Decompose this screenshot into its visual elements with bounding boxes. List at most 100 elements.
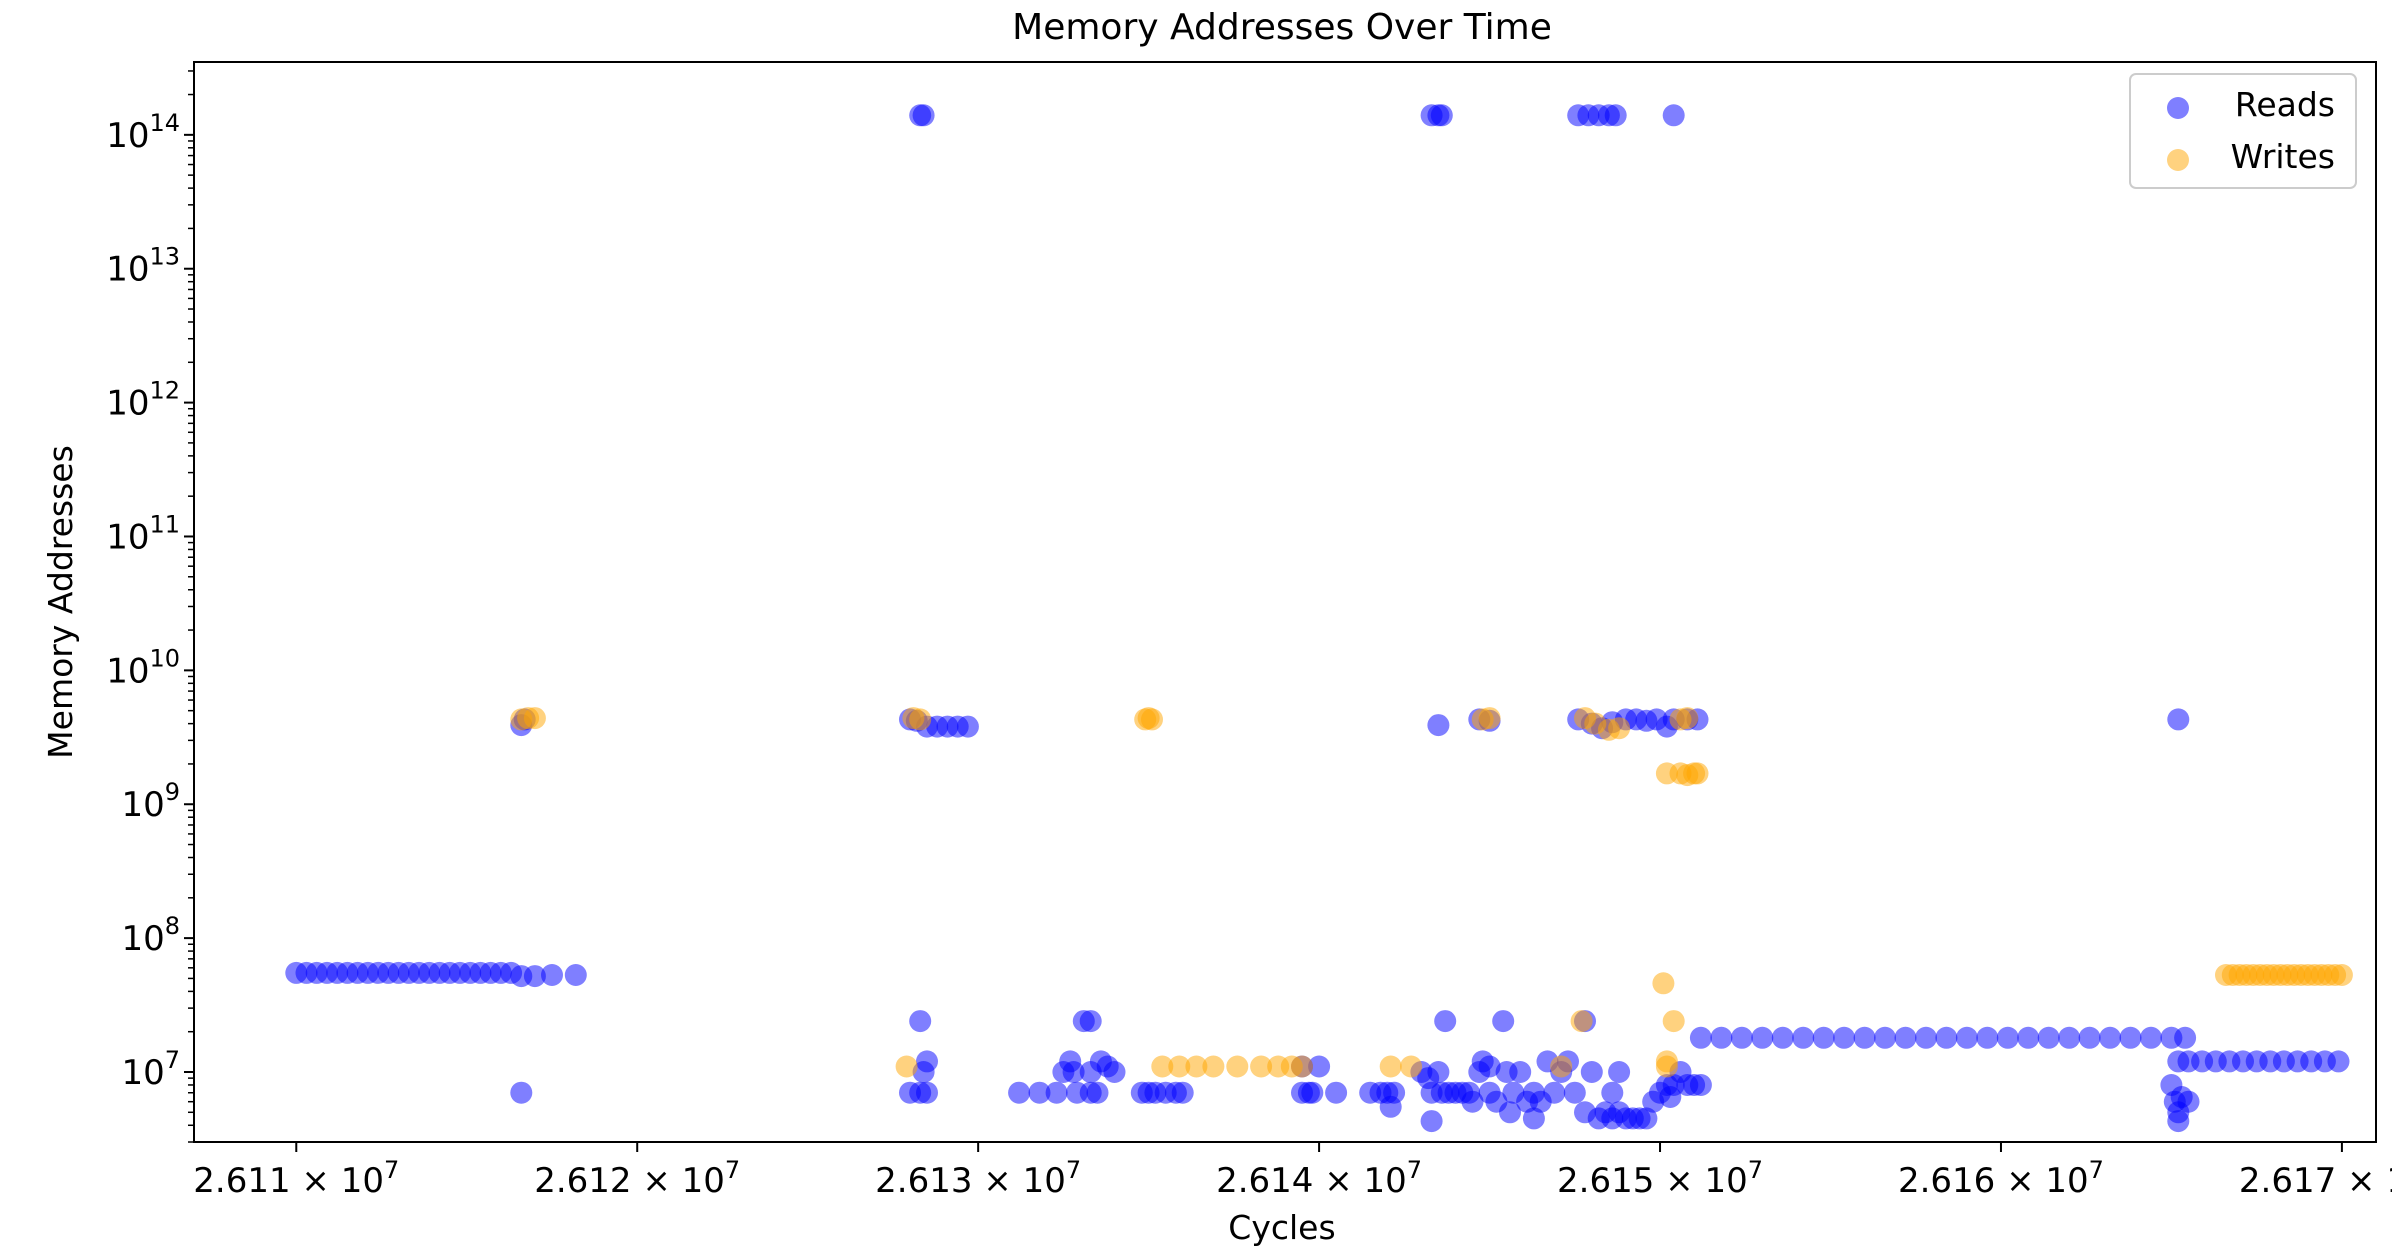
series-reads (285, 104, 2350, 1133)
reads-point (2140, 1026, 2162, 1049)
reads-point (2078, 1026, 2101, 1049)
reads-point (1771, 1026, 1794, 1049)
reads-point (912, 1061, 935, 1083)
reads-point (1689, 1026, 1712, 1049)
reads-point (1662, 104, 1685, 127)
reads-point (2037, 1026, 2060, 1049)
writes-point (1686, 762, 1709, 785)
writes-point (1185, 1055, 1208, 1078)
writes-point (1291, 1055, 1313, 1078)
reads-point (1045, 1081, 1068, 1104)
writes-point (1141, 708, 1163, 731)
reads-point (1833, 1026, 1856, 1049)
reads-point (912, 104, 935, 127)
legend-label-writes: Writes (2231, 137, 2335, 176)
series-writes (510, 707, 2353, 1078)
reads-point (1008, 1081, 1031, 1104)
x-axis-label: Cycles (1228, 1208, 1335, 1247)
y-axis-label: Memory Addresses (41, 445, 80, 759)
reads-point (2167, 1110, 2190, 1133)
y-tick-label: 1013 (106, 243, 180, 290)
writes-point (1676, 707, 1699, 730)
reads-point (1427, 1061, 1450, 1083)
reads-point (2177, 1090, 2200, 1113)
x-tick-label: 2.613 × 107 (875, 1156, 1081, 1201)
reads-point (1563, 1081, 1586, 1104)
reads-point (523, 965, 546, 988)
reads-point (1434, 1010, 1457, 1033)
reads-point (1509, 1061, 1532, 1083)
reads-point (1689, 1074, 1712, 1096)
reads-point (956, 715, 979, 738)
reads-point (1522, 1107, 1545, 1130)
writes-point (1400, 1055, 1423, 1078)
reads-point (1874, 1026, 1896, 1049)
legend-marker-writes (2167, 149, 2189, 171)
reads-point (2174, 1026, 2197, 1049)
y-tick-label: 108 (121, 912, 180, 959)
reads-point (1079, 1081, 1102, 1104)
writes-point (1550, 1055, 1573, 1078)
reads-point (1427, 714, 1450, 737)
reads-point (1853, 1026, 1876, 1049)
reads-point (1430, 104, 1453, 127)
reads-point (1955, 1026, 1978, 1049)
reads-point (1635, 1107, 1658, 1130)
reads-point (2167, 708, 2190, 731)
reads-point (1659, 1086, 1682, 1108)
writes-point (1250, 1055, 1273, 1078)
reads-point (1171, 1081, 1194, 1104)
reads-point (1976, 1026, 1999, 1049)
reads-point (1812, 1026, 1835, 1049)
writes-point (909, 708, 932, 731)
reads-point (1325, 1081, 1348, 1104)
reads-point (1730, 1026, 1753, 1049)
legend-label-reads: Reads (2235, 85, 2335, 124)
writes-point (1478, 707, 1501, 730)
reads-point (510, 1081, 533, 1104)
reads-point (1420, 1110, 1443, 1133)
reads-point (916, 1081, 938, 1104)
reads-point (1301, 1081, 1324, 1104)
reads-point (1792, 1026, 1815, 1049)
reads-point (2099, 1026, 2122, 1049)
x-tick-label: 2.614 × 107 (1216, 1156, 1422, 1201)
writes-point (1570, 1010, 1593, 1033)
x-tick-label: 2.611 × 107 (193, 1156, 399, 1201)
y-tick-label: 109 (121, 778, 180, 825)
reads-point (1028, 1081, 1051, 1104)
reads-point (2017, 1026, 2040, 1049)
reads-point (1604, 104, 1627, 127)
x-tick-label: 2.612 × 107 (534, 1156, 740, 1201)
reads-point (1308, 1055, 1331, 1078)
chart-title: Memory Addresses Over Time (1012, 7, 1552, 48)
reads-point (564, 964, 587, 986)
y-tick-label: 107 (121, 1046, 180, 1093)
x-tick-label: 2.616 × 107 (1898, 1156, 2104, 1201)
writes-point (1151, 1055, 1174, 1078)
writes-point (1608, 717, 1631, 740)
reads-point (909, 1010, 932, 1033)
writes-point (1662, 1010, 1685, 1033)
reads-point (1492, 1010, 1515, 1033)
reads-point (1478, 1055, 1501, 1078)
reads-point (1079, 1010, 1102, 1033)
reads-point (1383, 1081, 1406, 1104)
reads-point (1996, 1026, 2019, 1049)
reads-point (1543, 1081, 1566, 1104)
reads-point (541, 964, 563, 986)
writes-point (2330, 964, 2353, 986)
reads-point (2058, 1026, 2081, 1049)
writes-point (1379, 1055, 1402, 1078)
y-tick-label: 1012 (106, 377, 180, 424)
reads-point (1461, 1090, 1484, 1113)
reads-point (1751, 1026, 1774, 1049)
reads-point (1608, 1061, 1631, 1083)
reads-point (1935, 1026, 1958, 1049)
reads-point (1062, 1061, 1085, 1083)
y-tick-label: 1014 (106, 109, 180, 156)
y-tick-label: 1010 (106, 644, 180, 691)
reads-point (1103, 1061, 1126, 1083)
writes-point (1202, 1055, 1225, 1078)
